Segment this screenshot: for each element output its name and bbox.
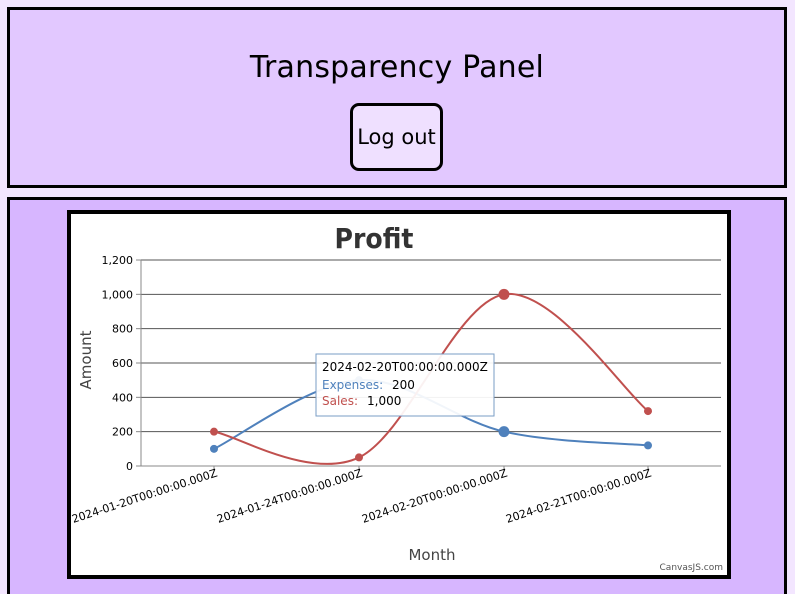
tooltip-label: Expenses: [322, 378, 383, 392]
chart-tooltip: 2024-02-20T00:00:00.000Z Expenses: 200 Sale… [315, 353, 495, 417]
logout-button[interactable]: Log out [350, 103, 443, 171]
y-tick-label: 0 [126, 460, 133, 473]
y-tick-label: 800 [112, 323, 133, 336]
x-axis-label: Month [408, 546, 455, 564]
y-tick-label: 400 [112, 391, 133, 404]
data-point-sales [644, 407, 652, 416]
y-tick-label: 200 [112, 426, 133, 439]
tooltip-header: 2024-02-20T00:00:00.000Z [322, 360, 488, 374]
y-tick-labels: 0 200 400 600 800 1,000 1,200 [102, 254, 134, 473]
y-tick-label: 1,000 [102, 288, 134, 301]
data-point-expenses [210, 444, 218, 453]
chart-container[interactable]: Profit 0 200 400 600 800 1,000 1,200 2024-01-2… [67, 210, 731, 579]
profit-chart[interactable]: Profit 0 200 400 600 800 1,000 1,200 2024-01-2… [70, 214, 727, 575]
y-axis-label: Amount [77, 330, 95, 389]
data-point-expenses [498, 426, 510, 438]
x-tick-label: 2024-02-21T00:00:00.000Z [504, 466, 653, 526]
y-tick-label: 600 [112, 357, 133, 370]
tooltip-value: 1,000 [367, 394, 401, 408]
x-tick-labels: 2024-01-20T00:00:00.000Z2024-01-24T00:00… [70, 466, 653, 526]
page-title: Transparency Panel [249, 50, 545, 85]
chart-title: Profit [335, 222, 414, 255]
data-point-sales [498, 288, 510, 300]
tooltip-box [315, 353, 495, 417]
x-tick-label: 2024-01-20T00:00:00.000Z [71, 466, 219, 526]
chart-credit[interactable]: CanvasJS.com [660, 563, 723, 573]
chart-panel: Profit 0 200 400 600 800 1,000 1,200 2024-01-2… [7, 197, 787, 594]
data-point-sales [355, 453, 363, 462]
tooltip-value: 200 [392, 378, 415, 392]
x-tick-label: 2024-01-24T00:00:00.000Z [215, 466, 364, 526]
header-panel: Transparency Panel Log out [7, 7, 787, 188]
data-point-expenses [644, 441, 652, 450]
data-point-sales [210, 427, 218, 436]
x-tick-label: 2024-02-20T00:00:00.000Z [360, 466, 509, 526]
tooltip-label: Sales: [322, 394, 358, 408]
y-tick-label: 1,200 [102, 254, 134, 267]
